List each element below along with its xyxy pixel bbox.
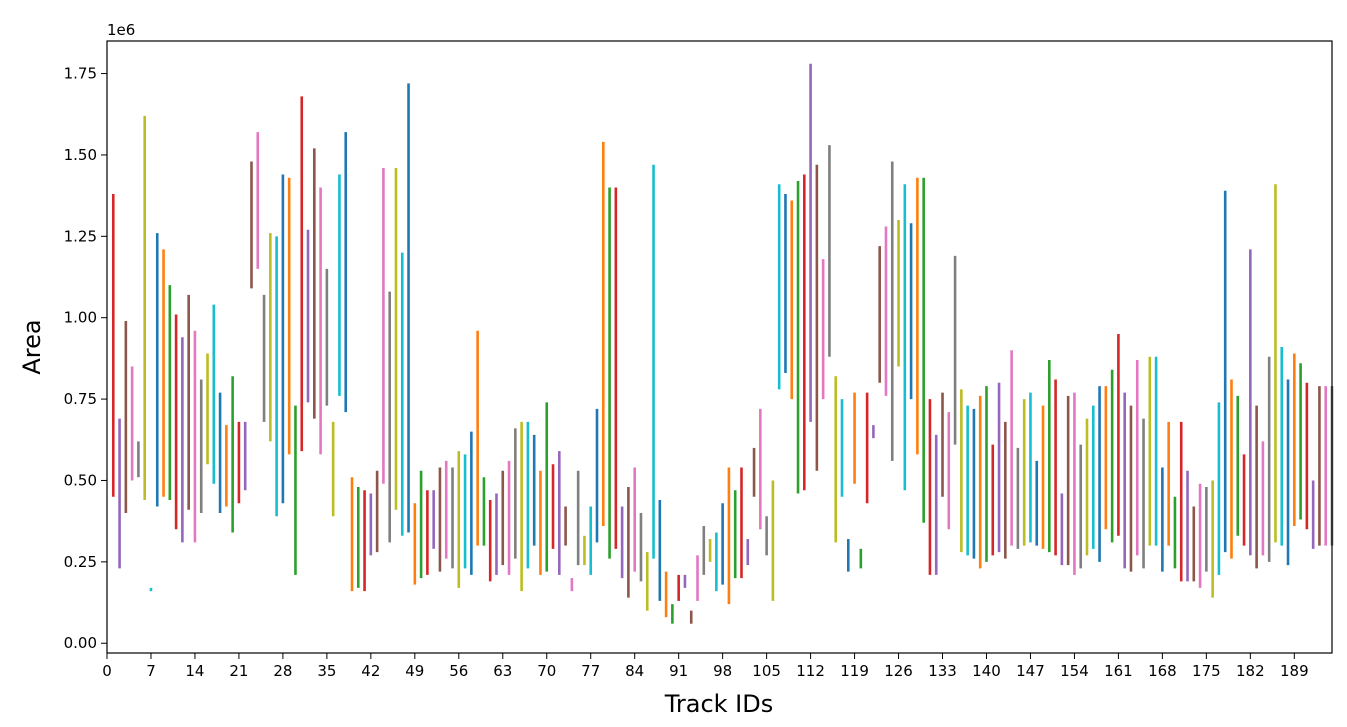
- x-axis: 0 7 14 21 28 35 42 49 56 63 70 77 84 91 98 105 112 119 126…: [102, 653, 1309, 680]
- y-axis-label: Area: [18, 319, 46, 374]
- x-axis-label: Track IDs: [664, 690, 774, 718]
- x-tick-label: 189: [1280, 662, 1309, 680]
- x-tick-label: 98: [713, 662, 732, 680]
- x-tick-label: 91: [669, 662, 688, 680]
- x-tick-label: 161: [1104, 662, 1133, 680]
- x-tick-label: 105: [752, 662, 781, 680]
- x-tick-label: 14: [185, 662, 204, 680]
- x-tick-label: 7: [146, 662, 156, 680]
- y-tick-label: 1.25: [64, 227, 97, 245]
- x-tick-label: 175: [1192, 662, 1221, 680]
- x-tick-label: 35: [317, 662, 336, 680]
- x-tick-label: 77: [581, 662, 600, 680]
- x-tick-label: 84: [625, 662, 644, 680]
- y-offset-label: 1e6: [107, 21, 135, 39]
- y-tick-label: 1.75: [64, 65, 97, 83]
- range-bars: [111, 63, 1334, 624]
- y-tick-label: 0.25: [64, 553, 97, 571]
- x-tick-label: 126: [884, 662, 913, 680]
- x-tick-label: 140: [972, 662, 1001, 680]
- y-tick-label: 0.50: [64, 471, 97, 489]
- y-tick-label: 1.00: [64, 309, 97, 327]
- x-tick-label: 168: [1148, 662, 1177, 680]
- x-tick-label: 56: [449, 662, 468, 680]
- x-tick-label: 112: [796, 662, 825, 680]
- x-tick-label: 119: [840, 662, 869, 680]
- x-tick-label: 70: [537, 662, 556, 680]
- y-tick-label: 0.00: [64, 634, 97, 652]
- x-tick-label: 21: [229, 662, 248, 680]
- x-tick-label: 133: [928, 662, 957, 680]
- y-tick-label: 1.50: [64, 146, 97, 164]
- x-tick-label: 182: [1236, 662, 1265, 680]
- y-axis: 0.00 0.25 0.50 0.75 1.00 1.25 1.50 1.75: [64, 65, 107, 652]
- x-tick-label: 63: [493, 662, 512, 680]
- x-tick-label: 154: [1060, 662, 1089, 680]
- plot-frame: [106, 40, 1333, 654]
- x-tick-label: 42: [361, 662, 380, 680]
- x-tick-label: 28: [273, 662, 292, 680]
- x-tick-label: 0: [102, 662, 112, 680]
- x-tick-label: 147: [1016, 662, 1045, 680]
- y-tick-label: 0.75: [64, 390, 97, 408]
- x-tick-label: 49: [405, 662, 424, 680]
